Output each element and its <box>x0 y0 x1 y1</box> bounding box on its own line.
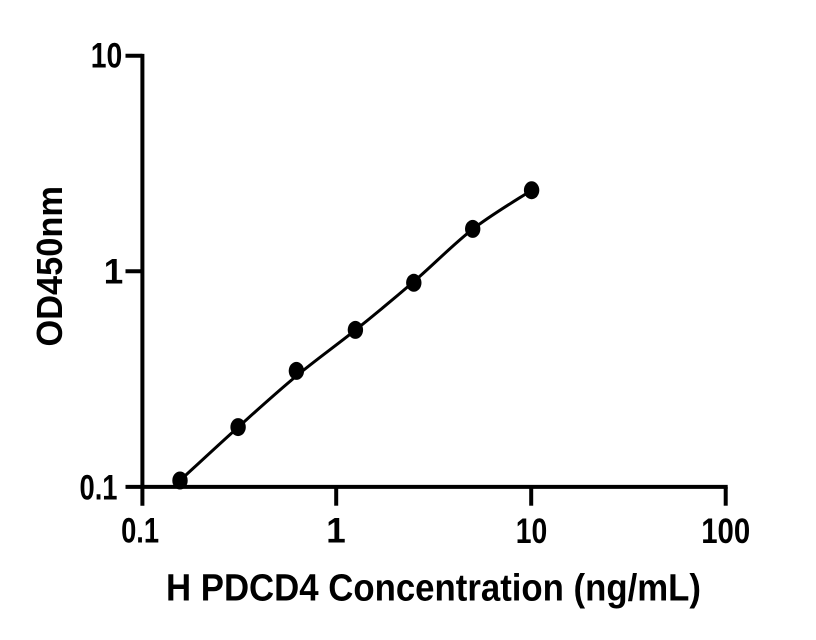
svg-text:0.1: 0.1 <box>80 468 118 507</box>
svg-text:10: 10 <box>516 512 548 551</box>
svg-text:H PDCD4 Concentration (ng/mL): H PDCD4 Concentration (ng/mL) <box>166 567 701 609</box>
svg-text:0.1: 0.1 <box>121 512 159 551</box>
svg-text:10: 10 <box>91 36 123 75</box>
svg-text:100: 100 <box>701 512 750 551</box>
svg-text:1: 1 <box>326 512 345 551</box>
svg-text:1: 1 <box>104 253 123 292</box>
svg-text:OD450nm: OD450nm <box>29 186 70 347</box>
